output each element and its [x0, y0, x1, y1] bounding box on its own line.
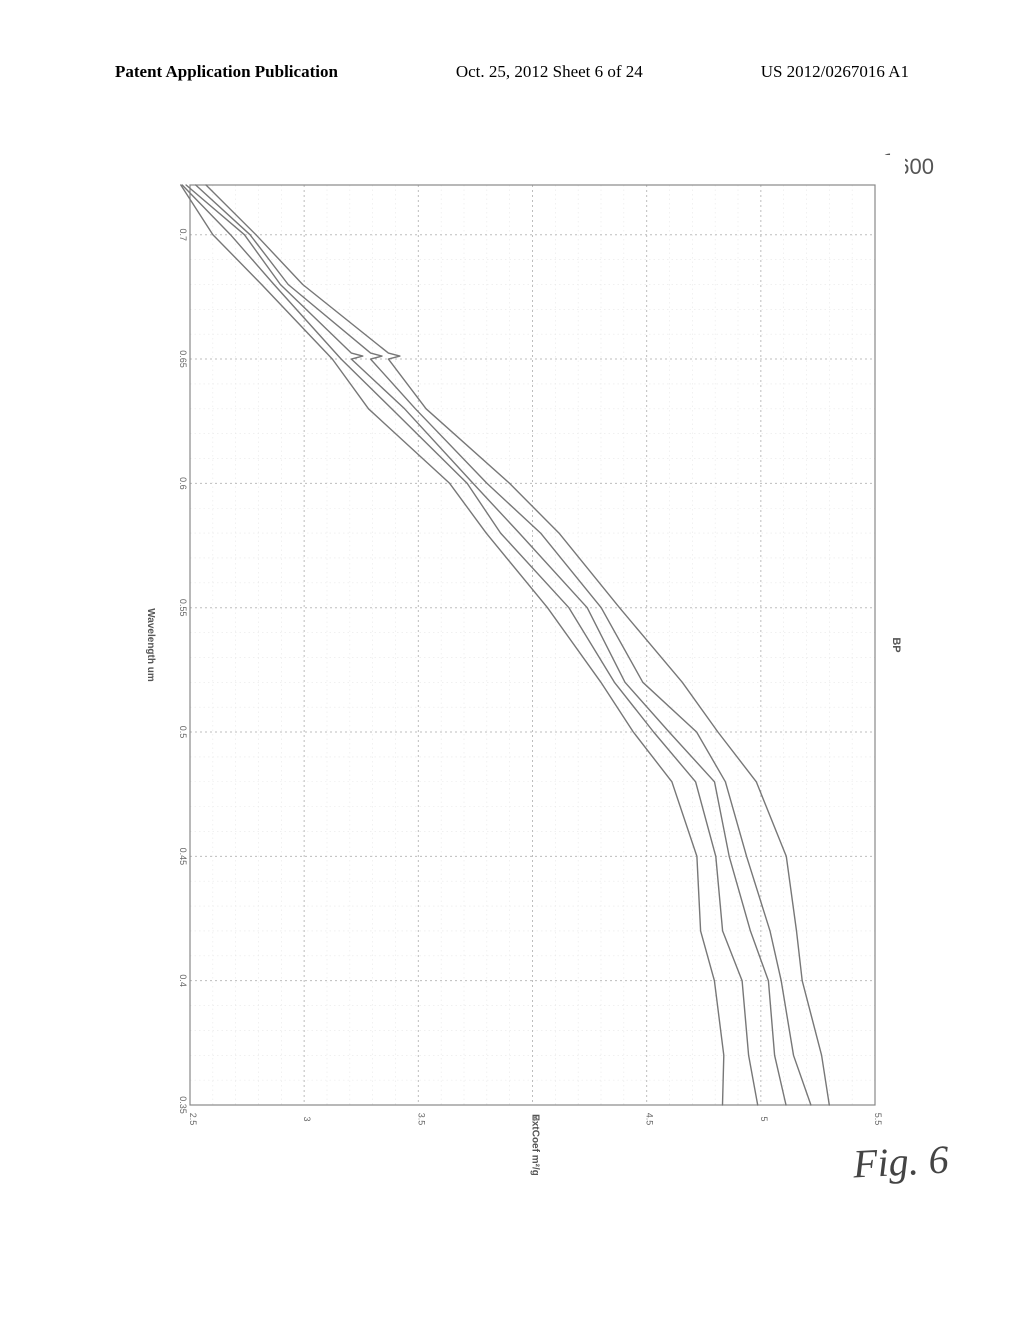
svg-text:3.5: 3.5	[416, 1113, 426, 1126]
svg-text:0.5: 0.5	[178, 726, 188, 739]
svg-text:0.45: 0.45	[178, 848, 188, 866]
chart-svg: 2.533.544.555.50.350.40.450.50.550.60.65…	[120, 155, 905, 1175]
svg-text:2.5: 2.5	[188, 1113, 198, 1126]
svg-text:0.4: 0.4	[178, 974, 188, 987]
page-header: Patent Application Publication Oct. 25, …	[115, 62, 909, 82]
svg-text:0.6: 0.6	[178, 477, 188, 490]
svg-text:ExtCoef m²/g: ExtCoef m²/g	[530, 1114, 541, 1175]
svg-text:0.7: 0.7	[178, 228, 188, 241]
svg-text:0.55: 0.55	[178, 599, 188, 617]
svg-text:0.65: 0.65	[178, 350, 188, 368]
figure-label: Fig. 6	[852, 1136, 950, 1188]
header-left: Patent Application Publication	[115, 62, 338, 82]
header-right: US 2012/0267016 A1	[761, 62, 909, 82]
svg-text:3: 3	[302, 1116, 312, 1121]
svg-text:BP: BP	[890, 637, 902, 652]
svg-text:0.35: 0.35	[178, 1096, 188, 1114]
svg-text:5: 5	[759, 1116, 769, 1121]
svg-text:5.5: 5.5	[873, 1113, 883, 1126]
header-center: Oct. 25, 2012 Sheet 6 of 24	[456, 62, 643, 82]
svg-text:Wavelength um: Wavelength um	[145, 608, 156, 682]
figure-6-chart: 2.533.544.555.50.350.40.450.50.550.60.65…	[120, 155, 905, 1175]
svg-text:4.5: 4.5	[645, 1113, 655, 1126]
